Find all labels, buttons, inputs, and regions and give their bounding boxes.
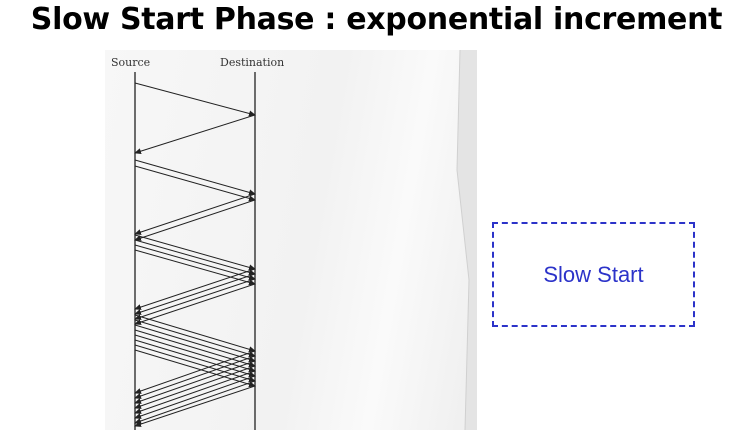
segment-arrow bbox=[134, 329, 256, 368]
segment-arrow bbox=[134, 319, 256, 358]
segment-arrow bbox=[134, 339, 256, 378]
segment-arrow bbox=[134, 344, 256, 383]
segment-arrow bbox=[134, 239, 256, 276]
message-arrows bbox=[134, 82, 256, 427]
ack-arrow bbox=[134, 273, 256, 315]
ack-arrow bbox=[134, 193, 256, 235]
segment-arrow bbox=[134, 324, 256, 363]
ack-arrow bbox=[134, 375, 256, 419]
segment-arrow bbox=[134, 82, 256, 117]
ack-arrow bbox=[134, 278, 256, 320]
destination-label: Destination bbox=[220, 56, 285, 69]
ack-arrow bbox=[134, 283, 256, 325]
segment-arrow bbox=[134, 165, 256, 202]
slide-title: Slow Start Phase : exponential increment bbox=[30, 2, 723, 37]
segment-arrow bbox=[134, 334, 256, 373]
ack-arrow bbox=[134, 380, 256, 424]
segment-arrow bbox=[134, 159, 256, 196]
segment-arrow bbox=[134, 349, 256, 388]
scanned-figure: Source Destination bbox=[105, 50, 477, 430]
ack-arrow bbox=[134, 114, 256, 155]
ack-arrow bbox=[134, 370, 256, 414]
ack-arrow bbox=[134, 365, 256, 409]
ack-arrow bbox=[134, 385, 256, 427]
ack-arrow bbox=[134, 350, 256, 394]
source-label: Source bbox=[111, 56, 151, 69]
segment-arrow bbox=[134, 244, 256, 281]
segment-arrow bbox=[134, 314, 256, 353]
ack-arrow bbox=[134, 199, 256, 241]
slow-start-label: Slow Start bbox=[543, 261, 644, 287]
segment-arrow bbox=[134, 249, 256, 286]
sequence-diagram bbox=[134, 72, 256, 430]
ack-arrow bbox=[134, 268, 256, 310]
slow-start-callout: Slow Start bbox=[492, 222, 695, 327]
ack-arrow bbox=[134, 360, 256, 404]
paper-fold-shadow bbox=[456, 50, 477, 430]
segment-arrow bbox=[134, 234, 256, 271]
ack-arrow bbox=[134, 355, 256, 399]
